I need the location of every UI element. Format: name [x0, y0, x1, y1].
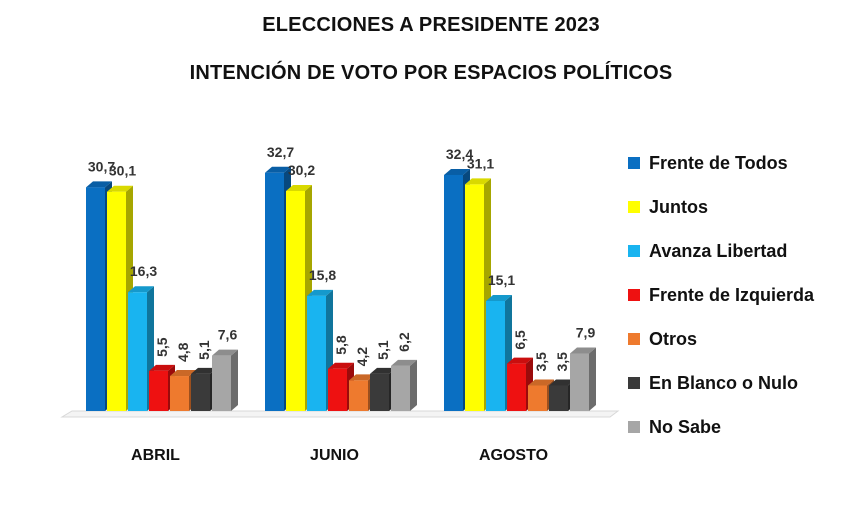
- chart-title: ELECCIONES A PRESIDENTE 2023: [262, 14, 600, 36]
- bar-junio-6: [391, 359, 417, 411]
- data-label: 31,1: [467, 155, 494, 171]
- chart-floor: [60, 410, 620, 418]
- data-label: 16,3: [130, 263, 157, 279]
- legend-swatch: [628, 377, 640, 389]
- legend-swatch: [628, 201, 640, 213]
- data-label: 32,7: [267, 144, 294, 160]
- legend-swatch: [628, 289, 640, 301]
- legend-label: Otros: [649, 328, 698, 349]
- chart-subtitle: INTENCIÓN DE VOTO POR ESPACIOS POLÍTICOS: [189, 62, 673, 84]
- data-label: 5,1: [196, 340, 212, 360]
- data-label: 30,1: [109, 163, 136, 179]
- legend-item: Juntos: [628, 185, 814, 229]
- data-label: 4,8: [175, 342, 191, 362]
- legend-item: Otros: [628, 317, 814, 361]
- data-label: 6,2: [396, 332, 412, 352]
- data-label: 5,1: [375, 340, 391, 360]
- legend-item: Frente de Izquierda: [628, 273, 814, 317]
- bar-abril-6: [212, 349, 238, 411]
- data-label: 30,7: [88, 158, 115, 174]
- legend-item: Frente de Todos: [628, 141, 814, 185]
- data-label: 3,5: [533, 352, 549, 372]
- legend-item: No Sabe: [628, 405, 814, 449]
- legend-swatch: [628, 245, 640, 257]
- data-label: 5,5: [154, 337, 170, 357]
- data-label: 4,2: [354, 347, 370, 367]
- data-label: 3,5: [554, 352, 570, 372]
- legend-label: Avanza Libertad: [649, 240, 788, 261]
- data-label: 15,8: [309, 267, 336, 283]
- data-label: 32,4: [446, 146, 473, 162]
- data-label: 5,8: [333, 335, 349, 355]
- chart-legend: Frente de Todos Juntos Avanza Libertad Fren…: [628, 141, 814, 449]
- legend-label: Frente de Todos: [649, 152, 788, 173]
- category-label: JUNIO: [310, 447, 359, 464]
- legend-label: Frente de Izquierda: [649, 284, 815, 305]
- category-label: ABRIL: [131, 447, 180, 464]
- data-label: 30,2: [288, 162, 315, 178]
- data-label: 15,1: [488, 272, 515, 288]
- legend-item: Avanza Libertad: [628, 229, 814, 273]
- legend-label: No Sabe: [649, 416, 722, 437]
- category-label: AGOSTO: [479, 447, 548, 464]
- bar-junio-5: [370, 367, 396, 411]
- data-label: 7,9: [576, 324, 596, 340]
- data-label: 7,6: [218, 327, 238, 343]
- data-label: 6,5: [512, 330, 528, 350]
- legend-swatch: [628, 421, 640, 433]
- bar-agosto-6: [570, 347, 596, 411]
- legend-swatch: [628, 333, 640, 345]
- bar-abril-2: [128, 286, 154, 411]
- legend-swatch: [628, 157, 640, 169]
- legend-item: En Blanco o Nulo: [628, 361, 814, 405]
- legend-label: En Blanco o Nulo: [649, 372, 799, 393]
- legend-label: Juntos: [649, 196, 709, 217]
